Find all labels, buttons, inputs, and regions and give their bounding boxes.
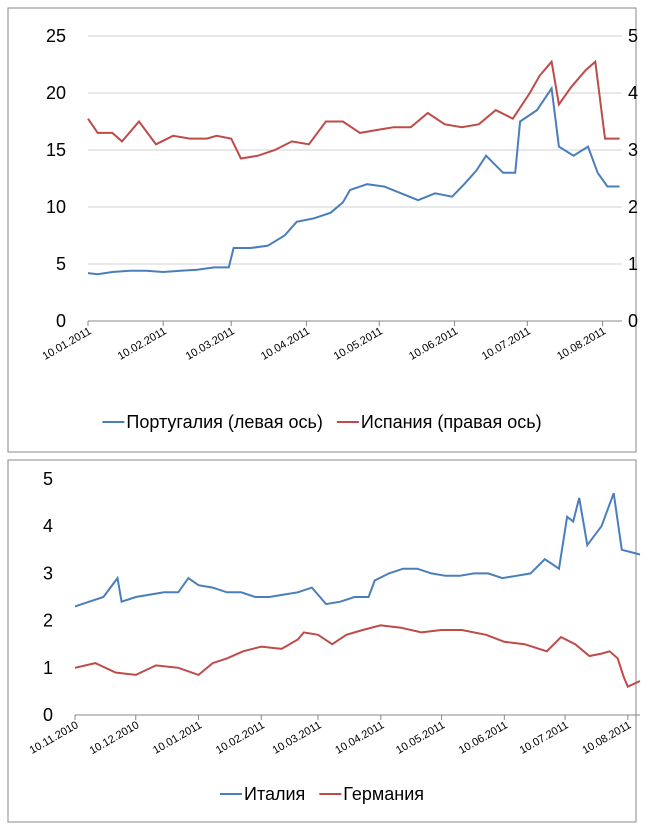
series-line [74,492,641,608]
y-tick-label: 5 [43,469,53,489]
legend-label: Испания (правая ось) [361,412,542,432]
y-tick-label: 0 [43,705,53,725]
y-tick-label: 0 [56,311,66,331]
y-tick-label: 10 [46,197,66,217]
series-line [87,85,620,276]
legend-label: Италия [244,784,305,804]
y-tick-label: 15 [46,140,66,160]
y-tick-label: 1 [43,658,53,678]
y2-tick-label: 2 [628,197,638,217]
y-tick-label: 2 [43,611,53,631]
legend-label: Португалия (левая ось) [126,412,323,432]
series-line [87,59,620,160]
chart-frame [7,459,637,823]
y2-tick-label: 0 [628,311,638,331]
y-tick-label: 20 [46,83,66,103]
y2-tick-label: 4 [628,83,638,103]
y-tick-label: 25 [46,26,66,46]
y2-tick-label: 3 [628,140,638,160]
legend: Италия Германия [220,784,424,804]
chart-frame [7,7,637,453]
y2-tick-label: 1 [628,254,638,274]
legend-label: Германия [343,784,424,804]
y2-tick-label: 5 [628,26,638,46]
series-line [74,624,641,689]
y-tick-label: 4 [43,516,53,536]
y-tick-label: 5 [56,254,66,274]
y-tick-label: 3 [43,563,53,583]
legend: Португалия (левая ось) Испания (правая ос… [102,412,542,432]
